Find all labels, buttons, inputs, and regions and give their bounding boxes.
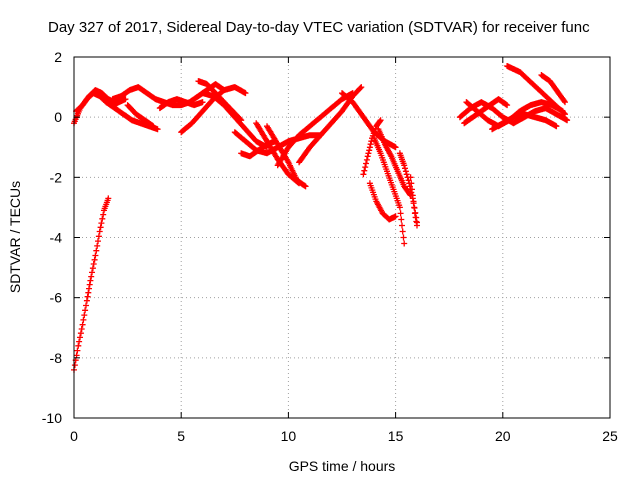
x-tick-label: 20 — [495, 428, 511, 444]
data-point-markers — [238, 138, 279, 160]
series-arc-6 — [156, 96, 206, 112]
series-arc-27 — [504, 63, 568, 118]
chart-title: Day 327 of 2017, Sidereal Day-to-day VTE… — [48, 19, 590, 36]
y-tick-label: 0 — [54, 109, 62, 125]
data-point-markers — [156, 96, 206, 112]
y-tick-label: -2 — [50, 169, 63, 185]
y-tick-label: -4 — [50, 230, 63, 246]
data-point-markers — [538, 72, 568, 106]
data-point-markers — [504, 63, 568, 118]
series-arc-15 — [296, 84, 365, 166]
x-tick-label: 25 — [602, 428, 618, 444]
y-tick-label: -10 — [42, 410, 62, 426]
x-tick-label: 5 — [177, 428, 185, 444]
x-tick-label: 10 — [281, 428, 297, 444]
y-axis-label: SDTVAR / TECUs — [7, 181, 23, 293]
series-arc-20 — [366, 180, 399, 223]
series-arc-22 — [407, 174, 420, 229]
x-tick-label: 15 — [388, 428, 404, 444]
data-point-markers — [461, 96, 511, 127]
series-arc-13 — [238, 138, 279, 160]
series-arc-9 — [199, 90, 270, 151]
x-axis-ticks: 0 5 10 15 20 25 — [70, 57, 618, 444]
data-point-markers — [296, 84, 365, 166]
y-tick-label: 2 — [54, 49, 62, 65]
data-point-markers — [366, 180, 399, 223]
series-arc-29 — [489, 111, 560, 133]
series-arc-18 — [371, 135, 408, 247]
series-arc-28 — [538, 72, 568, 106]
plot-points — [71, 63, 571, 373]
y-tick-label: -6 — [50, 290, 63, 306]
x-axis-label: GPS time / hours — [289, 458, 396, 474]
data-point-markers — [371, 135, 408, 247]
data-point-markers — [489, 111, 560, 133]
y-tick-label: -8 — [50, 350, 63, 366]
data-point-markers — [71, 195, 112, 373]
series-arc-23 — [71, 195, 112, 373]
data-point-markers — [199, 90, 270, 151]
x-tick-label: 0 — [70, 428, 78, 444]
data-point-markers — [375, 126, 414, 199]
data-point-markers — [407, 174, 420, 229]
y-axis-ticks: -10 -8 -6 -4 -2 0 2 — [42, 49, 610, 426]
series-arc-19 — [375, 126, 414, 199]
series-arc-26 — [461, 96, 511, 127]
series-arc-5 — [124, 102, 157, 130]
data-point-markers — [124, 102, 157, 130]
